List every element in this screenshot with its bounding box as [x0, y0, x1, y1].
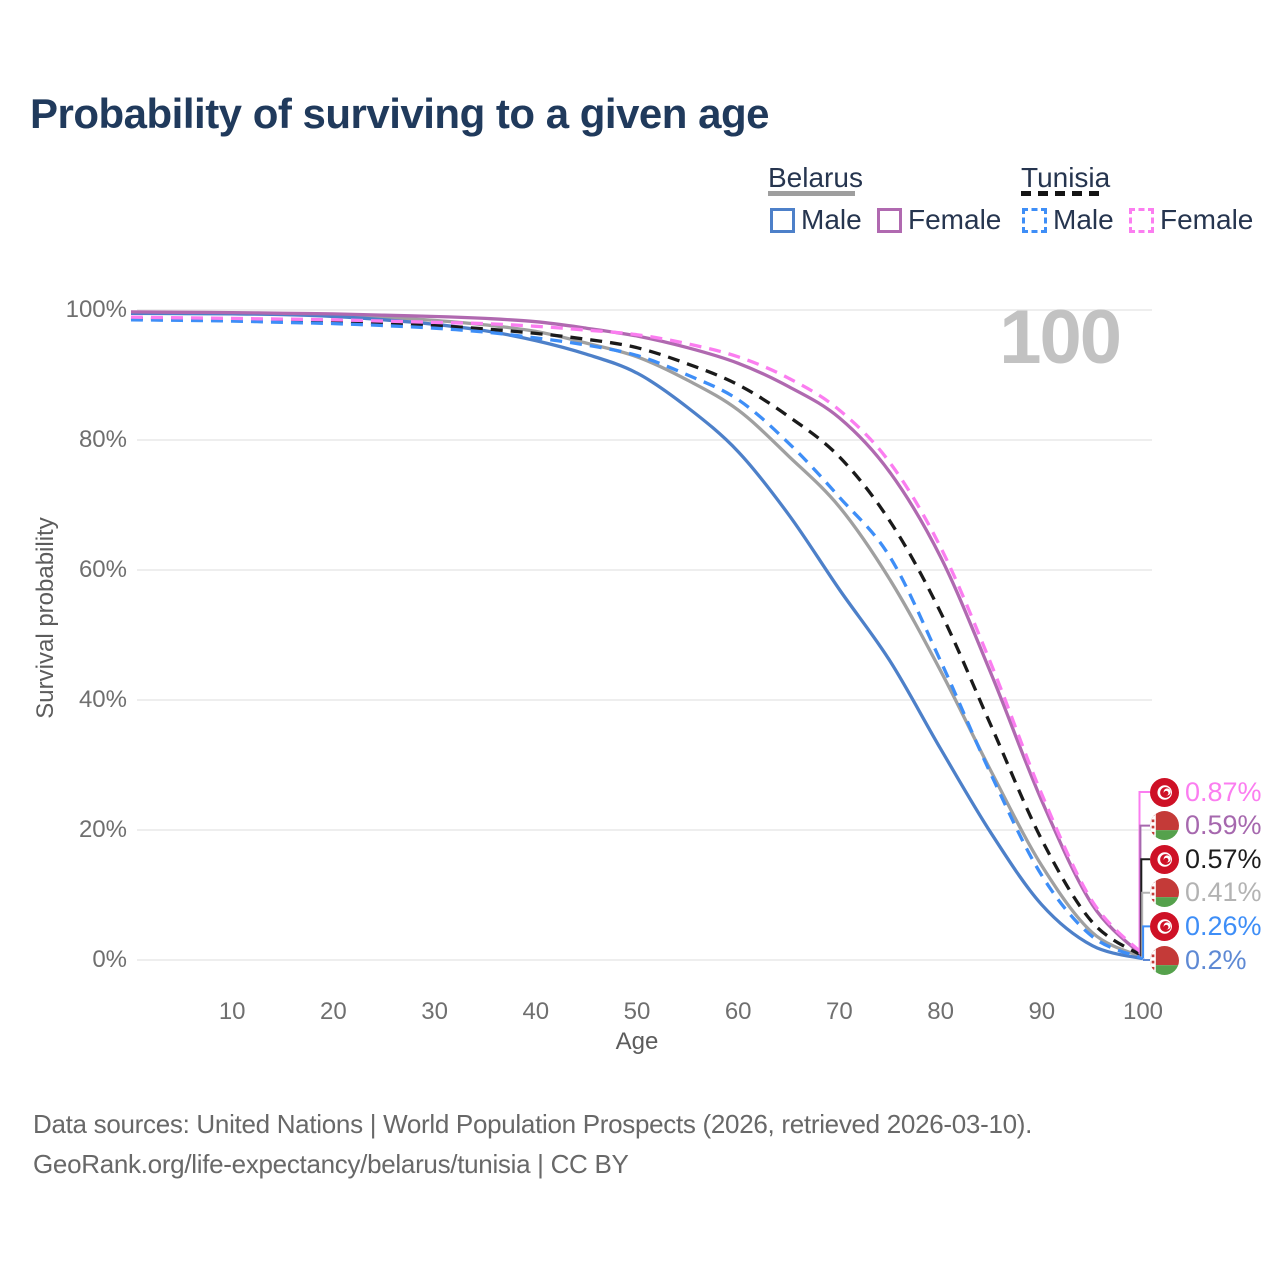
legend-label-belarus-male[interactable]: Male [801, 204, 862, 235]
end-value-label: 0.57% [1185, 843, 1262, 874]
end-value-label: 0.87% [1185, 776, 1262, 807]
footer-link: GeoRank.org/life-expectancy/belarus/tuni… [33, 1149, 629, 1179]
legend-label-tunisia-male[interactable]: Male [1053, 204, 1114, 235]
x-tick-label: 70 [826, 998, 853, 1025]
series-line-belarus-male[interactable] [130, 311, 1144, 961]
y-tick-label: 0% [92, 946, 127, 973]
footer-note: Data sources: United Nations | World Pop… [33, 1104, 1032, 1184]
end-label-connector-belarus [1143, 958, 1150, 961]
age-watermark: 100 [999, 295, 1122, 380]
x-tick-label: 60 [724, 998, 752, 1025]
tunisia-flag-icon [1150, 844, 1179, 874]
y-tick-label: 100% [65, 296, 127, 323]
x-tick-label: 90 [1028, 998, 1056, 1025]
tunisia-flag-icon [1150, 911, 1179, 941]
x-tick-label: 80 [927, 998, 954, 1025]
belarus-flag-icon [1150, 811, 1179, 841]
series-line-tunisia-male[interactable] [130, 318, 1144, 960]
belarus-solid-key-line [768, 191, 855, 196]
end-label-connector-tunisia [1142, 925, 1150, 959]
tunisia-flag-icon [1150, 777, 1179, 807]
legend-label-tunisia-female[interactable]: Female [1160, 204, 1254, 235]
x-tick-label: 100 [1122, 998, 1164, 1025]
series-line-tunisia-both[interactable] [130, 316, 1144, 958]
legend-swatch-tunisia-male[interactable] [1022, 208, 1047, 233]
x-axis-title: Age [615, 1028, 659, 1055]
legend-swatch-belarus-female[interactable] [877, 208, 902, 233]
y-tick-label: 20% [78, 816, 127, 843]
x-tick-label: 20 [320, 998, 347, 1025]
y-tick-label: 80% [78, 426, 127, 453]
series-line-belarus-female[interactable] [130, 310, 1145, 958]
y-tick-label: 60% [78, 556, 127, 583]
end-value-label: 0.41% [1185, 877, 1262, 908]
x-tick-label: 40 [522, 998, 550, 1025]
x-tick-label: 10 [218, 998, 246, 1025]
legend-group-tunisia[interactable]: Tunisia [1021, 162, 1111, 193]
legend-swatch-belarus-male[interactable] [770, 208, 795, 233]
end-value-label: 0.59% [1185, 810, 1262, 841]
y-tick-label: 40% [78, 686, 127, 713]
legend-label-belarus-female[interactable]: Female [908, 204, 1002, 235]
series-line-tunisia-female[interactable] [130, 315, 1145, 956]
series-line-belarus-both[interactable] [130, 310, 1144, 959]
belarus-flag-icon [1150, 878, 1179, 908]
belarus-flag-icon [1150, 945, 1179, 975]
tunisia-dashed-key-line [1021, 191, 1101, 196]
page-title: Probability of surviving to a given age [30, 90, 769, 137]
x-tick-label: 30 [421, 998, 448, 1025]
legend-swatch-tunisia-female[interactable] [1129, 208, 1154, 233]
legend-group-belarus[interactable]: Belarus [768, 162, 863, 193]
x-tick-label: 50 [623, 998, 651, 1025]
end-value-label: 0.2% [1185, 944, 1247, 975]
end-value-label: 0.26% [1185, 910, 1262, 941]
footer-sources: Data sources: United Nations | World Pop… [33, 1109, 1033, 1139]
